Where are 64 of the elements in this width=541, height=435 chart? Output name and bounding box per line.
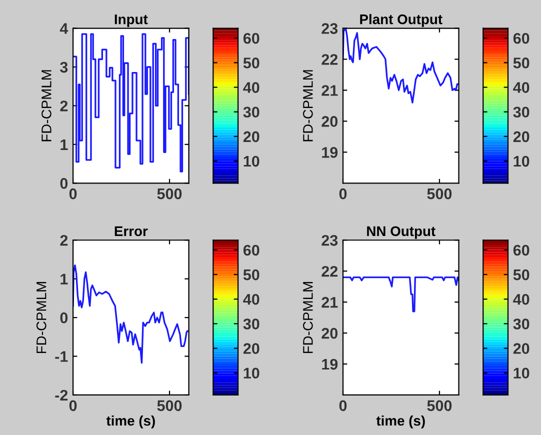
y-tick-label: 23	[322, 23, 338, 34]
x-tick-label: 0	[69, 188, 77, 200]
y-tick-label: 1	[60, 274, 68, 284]
y-tick-label: 22	[322, 54, 338, 65]
y-tick-label: 22	[322, 266, 338, 277]
y-tick-label: 1	[60, 139, 68, 150]
y-tick-label: 4	[60, 23, 68, 34]
x-tick-label: 500	[427, 400, 452, 412]
y-axis-title: FD-CPMLM	[42, 70, 52, 142]
x-tick-label: 0	[339, 400, 347, 412]
x-tick-label: 500	[157, 188, 182, 200]
y-tick-label: 20	[322, 116, 338, 127]
x-axis-title: time (s)	[376, 415, 425, 428]
color-bar-label: 60	[513, 244, 530, 256]
color-bar-label: 20	[513, 343, 530, 354]
y-tick-label: 23	[322, 234, 338, 246]
y-axis-title: FD-CPMLM	[303, 70, 313, 142]
x-tick-label: 0	[69, 400, 77, 412]
line-series	[342, 276, 459, 312]
y-tick-label: 20	[322, 328, 338, 339]
color-bar-label: 20	[243, 131, 260, 142]
color-bar-label: 50	[513, 269, 530, 280]
x-tick-label: 0	[339, 188, 347, 200]
color-bar-label: 40	[513, 294, 530, 305]
y-tick-label: -1	[55, 351, 68, 362]
y-tick-label: 21	[322, 296, 338, 308]
y-tick-label: 0	[60, 312, 68, 324]
color-bar-label: 60	[243, 244, 260, 256]
color-bar-label: 30	[243, 318, 260, 330]
chart-title: Error	[114, 226, 148, 236]
color-bar-label: 30	[513, 106, 530, 118]
color-bar-label: 60	[513, 32, 530, 44]
line-series	[73, 264, 189, 364]
color-bar-label: 20	[513, 131, 530, 142]
y-tick-label: 2	[60, 100, 68, 112]
y-axis-title: FD-CPMLM	[36, 282, 46, 354]
x-axis-title: time (s)	[106, 415, 155, 428]
color-bar-label: 10	[514, 156, 530, 167]
color-bar-label: 30	[513, 318, 530, 330]
x-tick-label: 500	[427, 188, 452, 200]
y-tick-label: 19	[322, 358, 338, 370]
chart-title: Input	[114, 14, 148, 27]
chart-title: NN Output	[367, 226, 436, 239]
chart-title: Plant Output	[360, 14, 442, 27]
color-bar-label: 10	[514, 368, 530, 379]
y-tick-label: 21	[322, 85, 338, 96]
color-bar-label: 40	[243, 82, 260, 93]
color-bar-label: 60	[243, 32, 260, 44]
color-bar-label: 20	[243, 343, 260, 354]
color-bar-label: 40	[513, 82, 530, 93]
y-axis-title: FD-CPMLM	[303, 282, 313, 354]
color-bar-label: 10	[244, 156, 260, 167]
color-bar-label: 30	[243, 106, 260, 118]
color-bar-label: 50	[513, 58, 530, 68]
y-tick-label: 3	[60, 62, 68, 73]
color-bar-label: 50	[243, 269, 260, 280]
x-tick-label: 500	[157, 400, 182, 412]
y-tick-label: 2	[60, 234, 68, 246]
color-bar-label: 10	[244, 368, 260, 379]
color-bar-label: 40	[243, 294, 260, 305]
y-tick-label: 0	[60, 178, 68, 189]
y-tick-label: -2	[55, 390, 68, 401]
y-tick-label: 19	[322, 147, 338, 158]
color-bar-label: 50	[243, 58, 260, 68]
